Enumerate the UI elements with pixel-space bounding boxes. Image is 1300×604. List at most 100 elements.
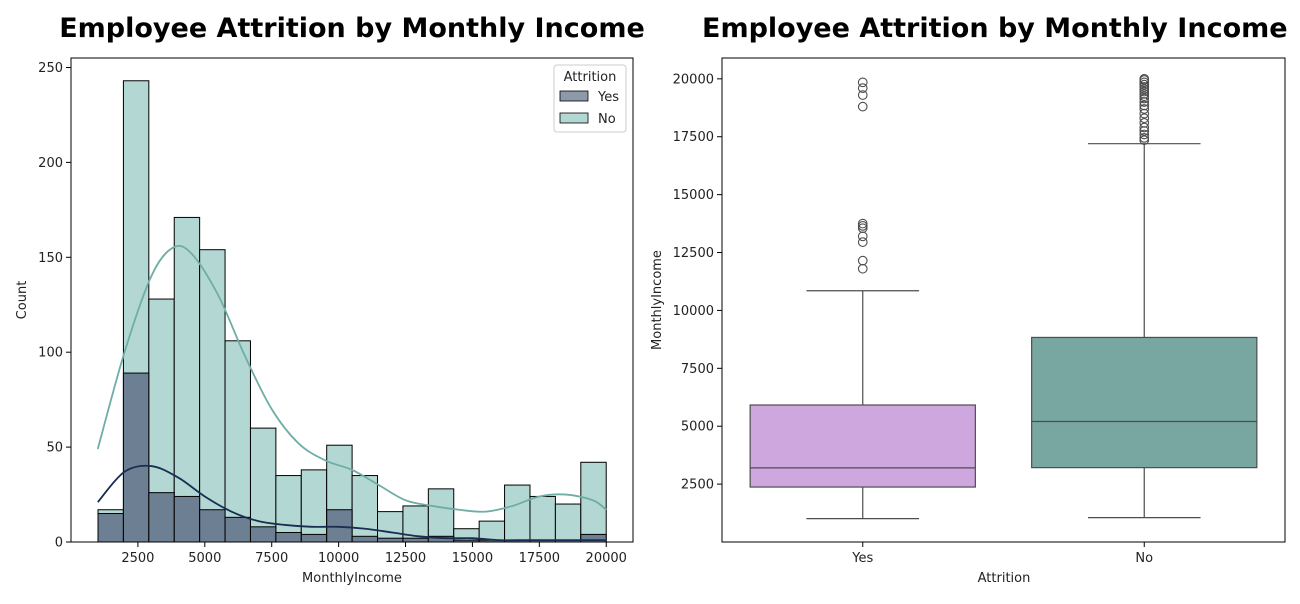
histogram-bar-no: [249, 427, 277, 543]
histogram-bar-yes: [377, 537, 404, 543]
histogram-bar-yes: [122, 372, 150, 543]
outlier-point-no: [1139, 73, 1150, 84]
y-tick-label: 10000: [673, 304, 714, 319]
outlier-point-no: [1139, 100, 1150, 111]
y-tick-label: 250: [38, 61, 63, 76]
y-tick-label: 2500: [681, 478, 714, 493]
outlier-point-no: [1139, 86, 1150, 97]
legend-swatch-no: [559, 112, 589, 124]
y-tick-label: 50: [46, 441, 63, 456]
outlier-point-no: [1139, 129, 1150, 140]
histogram-panel: Employee Attrition by Monthly Income 250…: [15, 13, 645, 586]
x-tick-label: 5000: [188, 551, 221, 566]
boxplot-y-ticks: 2500 5000 7500 10000 12500 15000 17500 20000: [673, 72, 722, 493]
outlier-point-yes: [857, 221, 868, 231]
histogram-bar-yes: [97, 513, 124, 543]
histogram-title: Employee Attrition by Monthly Income: [59, 13, 645, 44]
outlier-point-no: [1139, 113, 1150, 124]
legend: Attrition Yes No: [553, 64, 627, 133]
x-tick-label: Yes: [851, 551, 873, 566]
histogram-y-ticks: 0 50 100 150 200 250: [38, 61, 71, 551]
histogram-bar-no: [224, 340, 251, 543]
outlier-point-yes: [857, 77, 868, 88]
boxplot-x-label: Attrition: [978, 571, 1031, 586]
outlier-point-yes: [857, 237, 868, 247]
histogram-bar-no: [300, 469, 328, 543]
outlier-point-yes: [857, 263, 868, 274]
kde-curve-no: [96, 244, 607, 513]
x-tick-label: 20000: [586, 551, 627, 566]
y-tick-label: 17500: [673, 130, 714, 145]
histogram-bar-no: [351, 475, 379, 543]
histogram-bar-yes: [275, 532, 302, 543]
boxplot-panel: Employee Attrition by Monthly Income 250…: [650, 13, 1288, 586]
outlier-point-yes: [857, 231, 868, 242]
y-tick-label: 12500: [673, 246, 714, 261]
outlier-point-no: [1139, 84, 1150, 95]
histogram-plot-frame: [70, 57, 634, 543]
histogram-bar-yes: [300, 533, 328, 543]
x-tick-label: 12500: [385, 551, 426, 566]
legend-swatch-yes: [559, 90, 589, 102]
boxplot-title: Employee Attrition by Monthly Income: [702, 13, 1288, 44]
boxplot-y-label: MonthlyIncome: [650, 250, 665, 350]
x-tick-label: 17500: [519, 551, 560, 566]
histogram-bar-yes: [199, 509, 226, 543]
outlier-point-no: [1139, 77, 1150, 88]
histogram-bars-no: [97, 80, 607, 543]
y-tick-label: 200: [38, 156, 63, 171]
x-tick-label: 10000: [318, 551, 359, 566]
x-tick-label: 2500: [121, 551, 154, 566]
y-tick-label: 100: [38, 346, 63, 361]
box-no: [1031, 336, 1258, 469]
histogram-bar-yes: [224, 516, 251, 543]
histogram-bar-no: [529, 495, 556, 543]
histogram-bar-no: [580, 461, 607, 543]
boxplot-plot-frame: [721, 57, 1286, 543]
histogram-bar-no: [199, 249, 226, 543]
y-tick-label: 0: [55, 536, 63, 551]
y-tick-label: 7500: [681, 362, 714, 377]
y-tick-label: 150: [38, 251, 63, 266]
box-yes: [749, 404, 976, 488]
outlier-point-yes: [857, 255, 868, 266]
histogram-y-label: Count: [15, 281, 30, 320]
outlier-point-no: [1139, 79, 1150, 90]
histogram-bar-no: [377, 511, 404, 543]
histogram-bar-no: [504, 484, 531, 543]
outlier-point-no: [1139, 89, 1150, 99]
histogram-bar-yes: [402, 537, 429, 543]
histogram-bar-no: [427, 488, 455, 543]
legend-label-no: No: [598, 112, 616, 127]
legend-title: Attrition: [564, 70, 617, 85]
x-tick-label: No: [1135, 551, 1153, 566]
outlier-point-no: [1139, 91, 1150, 102]
outlier-point-yes: [857, 90, 868, 100]
x-tick-label: 7500: [255, 551, 288, 566]
y-tick-label: 20000: [673, 72, 714, 87]
outlier-point-no: [1139, 135, 1150, 146]
kde-curves: [96, 244, 607, 542]
y-tick-label: 15000: [673, 188, 714, 203]
boxplot-elements: [749, 73, 1258, 520]
boxplot-x-ticks: Yes No: [851, 542, 1153, 566]
histogram-bar-yes: [249, 526, 277, 543]
x-tick-label: 15000: [452, 551, 493, 566]
outlier-point-no: [1139, 104, 1150, 114]
histogram-bar-no: [554, 503, 582, 543]
outlier-point-yes: [857, 83, 868, 93]
y-tick-label: 5000: [681, 420, 714, 435]
outlier-point-yes: [857, 101, 868, 112]
histogram-bar-yes: [148, 492, 175, 543]
outlier-point-no: [1139, 93, 1150, 104]
outlier-point-no: [1139, 133, 1150, 143]
histogram-x-label: MonthlyIncome: [302, 571, 402, 586]
histogram-x-ticks: 2500 5000 7500 10000 12500 15000 17500 20000: [121, 542, 627, 566]
histogram-bar-no: [173, 216, 201, 543]
histogram-bar-yes: [351, 535, 379, 543]
histogram-bar-yes: [173, 495, 201, 543]
outlier-point-yes: [857, 218, 868, 229]
outlier-point-no: [1139, 117, 1150, 128]
legend-label-yes: Yes: [597, 90, 619, 105]
